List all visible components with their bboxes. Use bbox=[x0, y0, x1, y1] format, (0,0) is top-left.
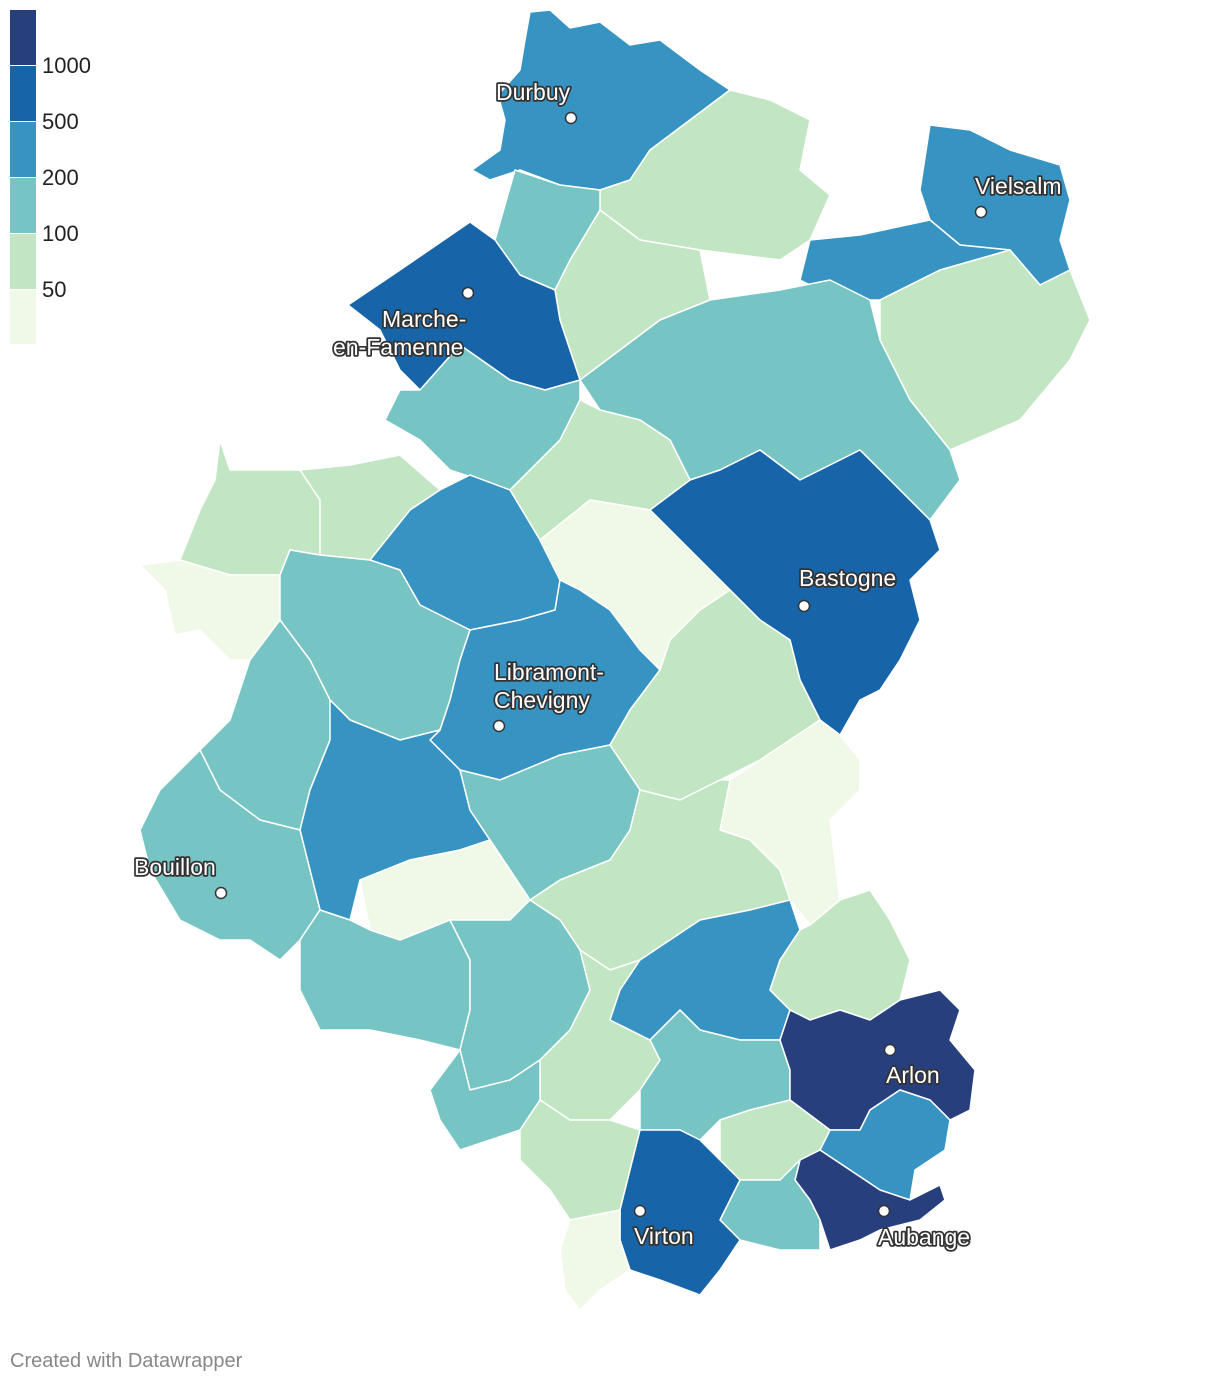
label-vielsalm: Vielsalm bbox=[975, 173, 1062, 199]
label-arlon: Arlon bbox=[886, 1062, 940, 1088]
legend-tick-500: 500 bbox=[42, 109, 79, 134]
region-south-pale[interactable] bbox=[559, 1209, 631, 1311]
legend-swatch-5 bbox=[10, 66, 36, 121]
label-libramont-2: Chevigny bbox=[494, 687, 590, 713]
region-bouillon[interactable] bbox=[139, 749, 321, 961]
city-labels: Durbuy Vielsalm Marche- en-Famenne Basto… bbox=[132, 77, 1063, 1252]
credit-text: Created with Datawrapper bbox=[10, 1350, 243, 1372]
marker-libramont[interactable] bbox=[492, 719, 506, 733]
legend-swatch-4 bbox=[10, 122, 36, 177]
label-marche-1: Marche- bbox=[382, 306, 466, 332]
legend-swatch-6 bbox=[10, 10, 36, 65]
legend-swatch-2 bbox=[10, 234, 36, 289]
legend-swatch-1 bbox=[10, 290, 36, 344]
legend-swatch-3 bbox=[10, 178, 36, 233]
region-west-pale[interactable] bbox=[139, 559, 281, 661]
legend: 1000 500 200 100 50 bbox=[10, 10, 91, 344]
city-markers bbox=[214, 111, 988, 1218]
legend-tick-50: 50 bbox=[42, 277, 66, 302]
label-libramont-1: Libramont- bbox=[494, 659, 604, 685]
marker-marche[interactable] bbox=[461, 286, 475, 300]
label-marche-2: en-Famenne bbox=[333, 334, 463, 360]
regions bbox=[139, 9, 1091, 1311]
marker-bastogne[interactable] bbox=[797, 599, 811, 613]
legend-tick-200: 200 bbox=[42, 165, 79, 190]
marker-bouillon[interactable] bbox=[214, 886, 228, 900]
label-virton: Virton bbox=[634, 1223, 694, 1249]
marker-vielsalm[interactable] bbox=[974, 205, 988, 219]
marker-arlon[interactable] bbox=[883, 1043, 897, 1057]
label-bastogne: Bastogne bbox=[799, 565, 896, 591]
legend-tick-100: 100 bbox=[42, 221, 79, 246]
marker-aubange[interactable] bbox=[877, 1204, 891, 1218]
marker-durbuy[interactable] bbox=[564, 111, 578, 125]
label-bouillon: Bouillon bbox=[134, 854, 216, 880]
marker-virton[interactable] bbox=[633, 1204, 647, 1218]
region-ne-east[interactable] bbox=[879, 249, 1091, 451]
label-aubange: Aubange bbox=[878, 1224, 970, 1250]
label-durbuy: Durbuy bbox=[496, 79, 571, 105]
legend-tick-1000: 1000 bbox=[42, 53, 91, 78]
